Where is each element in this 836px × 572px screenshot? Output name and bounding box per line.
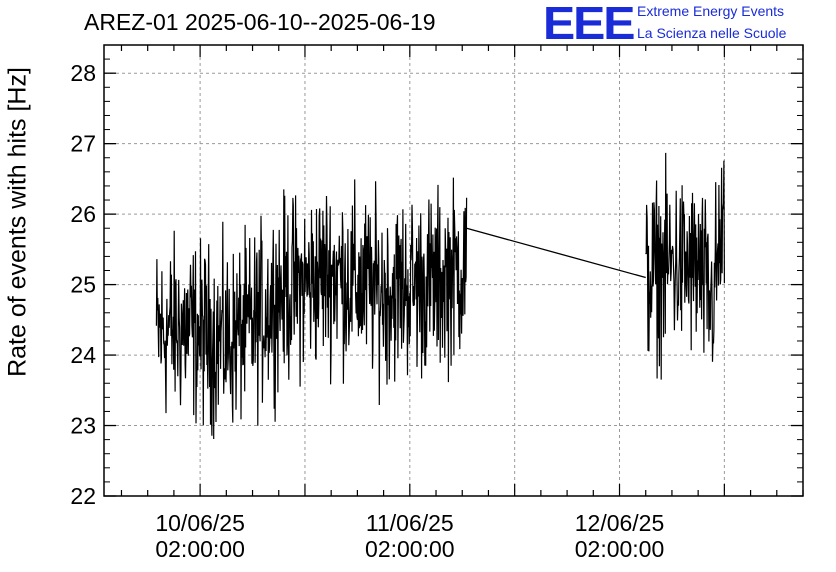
y-tick-label: 25: [70, 272, 96, 298]
series-gap-connector: [466, 227, 646, 279]
y-tick-label: 28: [70, 60, 96, 86]
y-tick-label: 24: [70, 342, 96, 368]
x-tick-label-date: 10/06/25: [155, 510, 245, 536]
y-tick-label: 23: [70, 413, 96, 439]
tick-labels: 2223242526272810/06/2502:00:0011/06/2502…: [70, 60, 664, 562]
series-line: [155, 152, 725, 440]
x-tick-label-date: 11/06/25: [366, 510, 454, 536]
series-trace: [155, 177, 468, 440]
eee-logo: EEE: [543, 0, 635, 49]
y-axis-label: Rate of events with hits [Hz]: [3, 67, 32, 377]
x-tick-label-time: 02:00:00: [155, 536, 245, 562]
brand-line-1: Extreme Energy Events: [637, 3, 785, 19]
x-tick-label-date: 12/06/25: [575, 510, 665, 536]
x-tick-label-time: 02:00:00: [575, 536, 665, 562]
x-tick-label-time: 02:00:00: [365, 536, 455, 562]
chart-title: AREZ-01 2025-06-10--2025-06-19: [84, 9, 436, 35]
brand-line-2: La Scienza nelle Scuole: [637, 25, 787, 41]
axis-ticks: [104, 44, 804, 497]
y-tick-label: 22: [70, 483, 96, 509]
y-tick-label: 26: [70, 201, 96, 227]
series-trace: [645, 152, 725, 380]
y-tick-label: 27: [70, 131, 96, 157]
